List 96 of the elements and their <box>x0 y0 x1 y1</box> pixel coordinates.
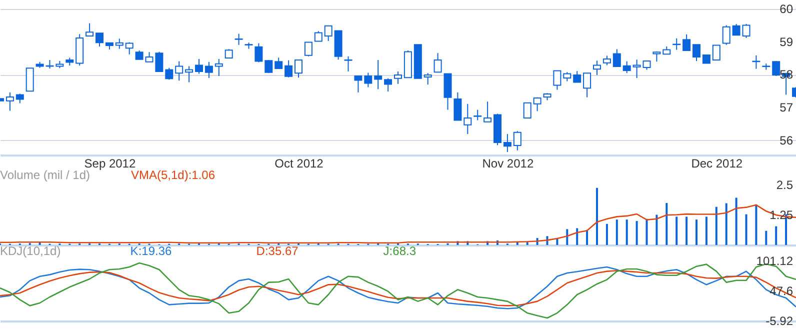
candlestick <box>374 59 382 90</box>
candlestick <box>254 42 263 63</box>
candlestick <box>454 92 462 121</box>
candlestick <box>513 130 522 151</box>
candlestick <box>434 52 442 73</box>
bar <box>686 216 688 245</box>
candlestick <box>732 23 740 36</box>
candlestick <box>672 38 681 50</box>
candlestick <box>234 33 243 46</box>
candlestick <box>165 67 174 80</box>
candlestick <box>314 30 322 42</box>
candlestick <box>324 25 332 42</box>
bar <box>775 226 778 245</box>
candlestick <box>26 68 34 92</box>
bar <box>626 220 628 245</box>
bar <box>646 218 648 245</box>
candlestick <box>742 23 750 39</box>
candlestick <box>185 66 194 83</box>
bar <box>616 220 618 245</box>
bar <box>656 214 658 245</box>
candlestick <box>96 32 104 48</box>
candlestick <box>284 60 293 78</box>
candlestick <box>523 102 532 118</box>
candlestick <box>563 72 572 82</box>
candlestick <box>214 58 223 77</box>
candlestick <box>464 103 472 135</box>
candlestick <box>204 61 213 78</box>
bar <box>745 214 748 245</box>
bar <box>586 230 588 245</box>
x-tick-label: Sep 2012 <box>84 156 136 170</box>
y-tick-label: 2.5 <box>776 178 794 192</box>
candlestick <box>484 101 492 122</box>
candlestick <box>394 70 402 84</box>
candlestick <box>86 22 94 37</box>
x-tick-label: Nov 2012 <box>482 156 534 170</box>
text: D:35.67 <box>256 244 299 258</box>
bar <box>725 203 728 245</box>
candlestick <box>354 76 362 93</box>
y-tick-label: 56 <box>780 133 794 148</box>
bar <box>715 206 718 245</box>
candlestick <box>125 42 134 55</box>
candlestick <box>115 38 124 50</box>
line-series <box>0 204 796 244</box>
candlestick <box>6 92 14 112</box>
candlestick <box>593 60 601 76</box>
candlestick <box>553 70 562 90</box>
candlestick <box>722 24 730 46</box>
candlestick <box>16 93 24 104</box>
x-tick-label: Dec 2012 <box>691 156 743 170</box>
candlestick <box>622 60 631 74</box>
candlestick <box>294 59 302 78</box>
candlestick <box>612 48 621 68</box>
candlestick <box>533 96 542 112</box>
legend-title: KDJ(10,1d) <box>0 244 61 258</box>
y-tick-label: 60 <box>780 2 794 16</box>
bar <box>755 204 758 245</box>
candlestick <box>364 72 372 88</box>
bar <box>735 198 738 245</box>
x-tick-label: Oct 2012 <box>274 156 324 170</box>
bar <box>696 220 698 245</box>
candlestick <box>573 70 582 83</box>
bar <box>606 224 608 245</box>
candlestick <box>274 57 283 69</box>
candlestick <box>772 60 780 77</box>
bar <box>676 216 678 245</box>
candlestick <box>344 56 352 72</box>
text: J:68.3 <box>383 244 416 258</box>
bar <box>636 221 638 245</box>
series-label: K:19.36 <box>130 244 172 258</box>
candlestick <box>583 72 592 98</box>
candlestick <box>195 58 203 74</box>
bar <box>566 229 568 245</box>
candlestick <box>692 44 700 62</box>
text: VMA(5,1d):1.06 <box>130 168 216 182</box>
candlestick <box>712 44 720 60</box>
candlestick <box>424 72 432 86</box>
candlestick <box>602 55 611 66</box>
y-tick-label: 59 <box>780 34 794 49</box>
candlestick <box>474 109 482 121</box>
bar <box>556 238 558 245</box>
candlestick <box>175 60 184 82</box>
legend-title: Volume (mil / 1d) <box>0 168 90 182</box>
candlestick <box>682 34 691 51</box>
candlestick <box>444 73 452 110</box>
bar <box>705 216 708 245</box>
y-tick-label: 101.12 <box>756 254 794 268</box>
candlestick <box>632 59 641 78</box>
candlestick <box>503 134 512 153</box>
y-tick-label: 57 <box>780 100 794 114</box>
bar <box>576 228 578 245</box>
bar <box>666 203 668 245</box>
candlestick <box>304 42 312 57</box>
y-tick-label: -5.92 <box>766 314 794 328</box>
candlestick <box>384 78 392 92</box>
bar <box>596 188 598 245</box>
bar <box>765 230 768 245</box>
